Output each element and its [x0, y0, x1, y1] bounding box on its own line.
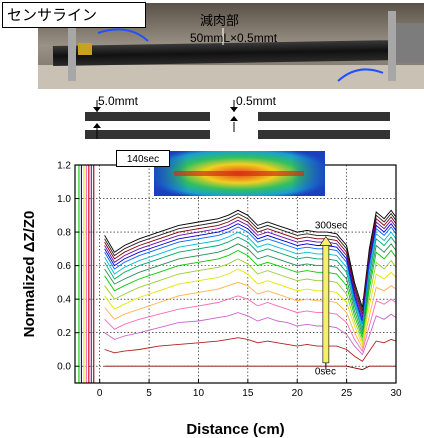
x-tick-label-0: 0 [97, 388, 103, 399]
y-tick-label-1: 0.2 [57, 328, 71, 339]
series-line-16 [104, 365, 396, 371]
dimension-label: 50mmL×0.5mmt [190, 31, 278, 45]
series-line-5 [104, 226, 397, 325]
x-tick-label-5: 25 [341, 388, 353, 399]
x-tick-label-3: 15 [242, 388, 254, 399]
time-arrow-head [319, 235, 333, 246]
time-arrow-body [322, 245, 330, 364]
specimen-photo [38, 3, 424, 89]
series-layer [78, 165, 397, 383]
y-tick-label-4: 0.8 [57, 228, 71, 239]
series-line-8 [104, 243, 397, 335]
thinning-label: 減肉部 [200, 13, 240, 28]
x-tick-label-2: 10 [193, 388, 205, 399]
x-tick-label-4: 20 [292, 388, 304, 399]
series-line-10 [104, 258, 397, 343]
x-axis-label: Distance (cm) [186, 421, 284, 438]
x-tick-label-1: 5 [146, 388, 152, 399]
series-line-14 [104, 312, 397, 356]
series-line-12 [104, 281, 397, 350]
series-line-11 [104, 268, 397, 346]
y-tick-label-0: 0.0 [57, 362, 71, 373]
annotation-1: 0sec [315, 367, 336, 378]
time-label-box: 140sec [116, 150, 170, 167]
thinned-thickness-label: 0.5mmt [236, 94, 277, 108]
y-axis-label: Normalized ΔZ/Z0 [21, 211, 38, 338]
plate-thickness-label: 5.0mmt [98, 94, 139, 108]
series-line-6 [104, 231, 397, 328]
y-tick-label-3: 0.6 [57, 261, 71, 272]
series-line-9 [104, 249, 397, 338]
y-tick-label-2: 0.4 [57, 295, 71, 306]
heatmap-inset [154, 151, 325, 196]
y-tick-label-5: 1.0 [57, 194, 71, 205]
series-line-15 [104, 337, 397, 362]
series-line-7 [104, 236, 397, 332]
series-line-13 [104, 295, 397, 353]
label-layer: Distance (cm) Normalized ΔZ/Z0 300sec 0sec [21, 211, 347, 438]
y-tick-label-6: 1.2 [57, 161, 71, 172]
annotation-0: 300sec [315, 221, 347, 232]
sensor-line-label: センサライン [2, 2, 146, 28]
main-chart: 0 5 10 15 20 25 30 0.0 0.2 0.4 0.6 0.8 1.0 1.2 Distan… [21, 161, 402, 438]
plate-schematic [85, 100, 390, 147]
x-tick-label-6: 30 [390, 388, 402, 399]
axis-layer: 0 5 10 15 20 25 30 0.0 0.2 0.4 0.6 0.8 1.0 1.2 [57, 161, 402, 400]
